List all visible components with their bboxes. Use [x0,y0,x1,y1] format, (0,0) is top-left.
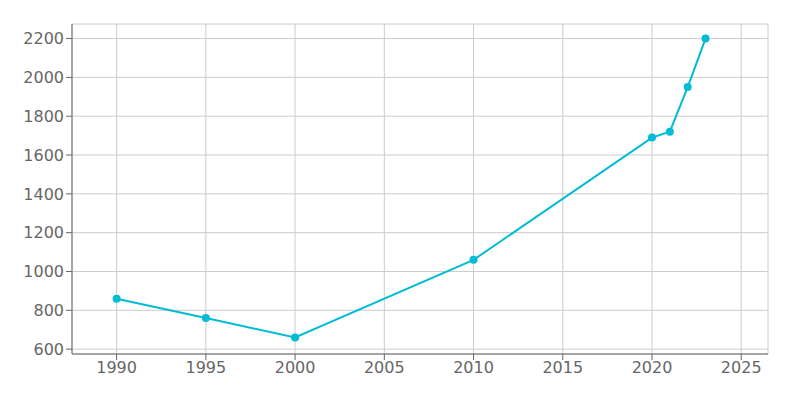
svg-text:1990: 1990 [96,358,137,377]
svg-text:2200: 2200 [23,29,64,48]
svg-text:1200: 1200 [23,223,64,242]
svg-text:1800: 1800 [23,107,64,126]
svg-text:2020: 2020 [632,358,673,377]
svg-text:2025: 2025 [721,358,762,377]
svg-text:800: 800 [33,301,64,320]
svg-text:1995: 1995 [185,358,226,377]
svg-text:2005: 2005 [364,358,405,377]
svg-text:1600: 1600 [23,146,64,165]
svg-text:2000: 2000 [275,358,316,377]
svg-text:600: 600 [33,340,64,359]
svg-text:2015: 2015 [542,358,583,377]
svg-text:1400: 1400 [23,185,64,204]
svg-text:2000: 2000 [23,68,64,87]
svg-text:2010: 2010 [453,358,494,377]
svg-text:1000: 1000 [23,262,64,281]
